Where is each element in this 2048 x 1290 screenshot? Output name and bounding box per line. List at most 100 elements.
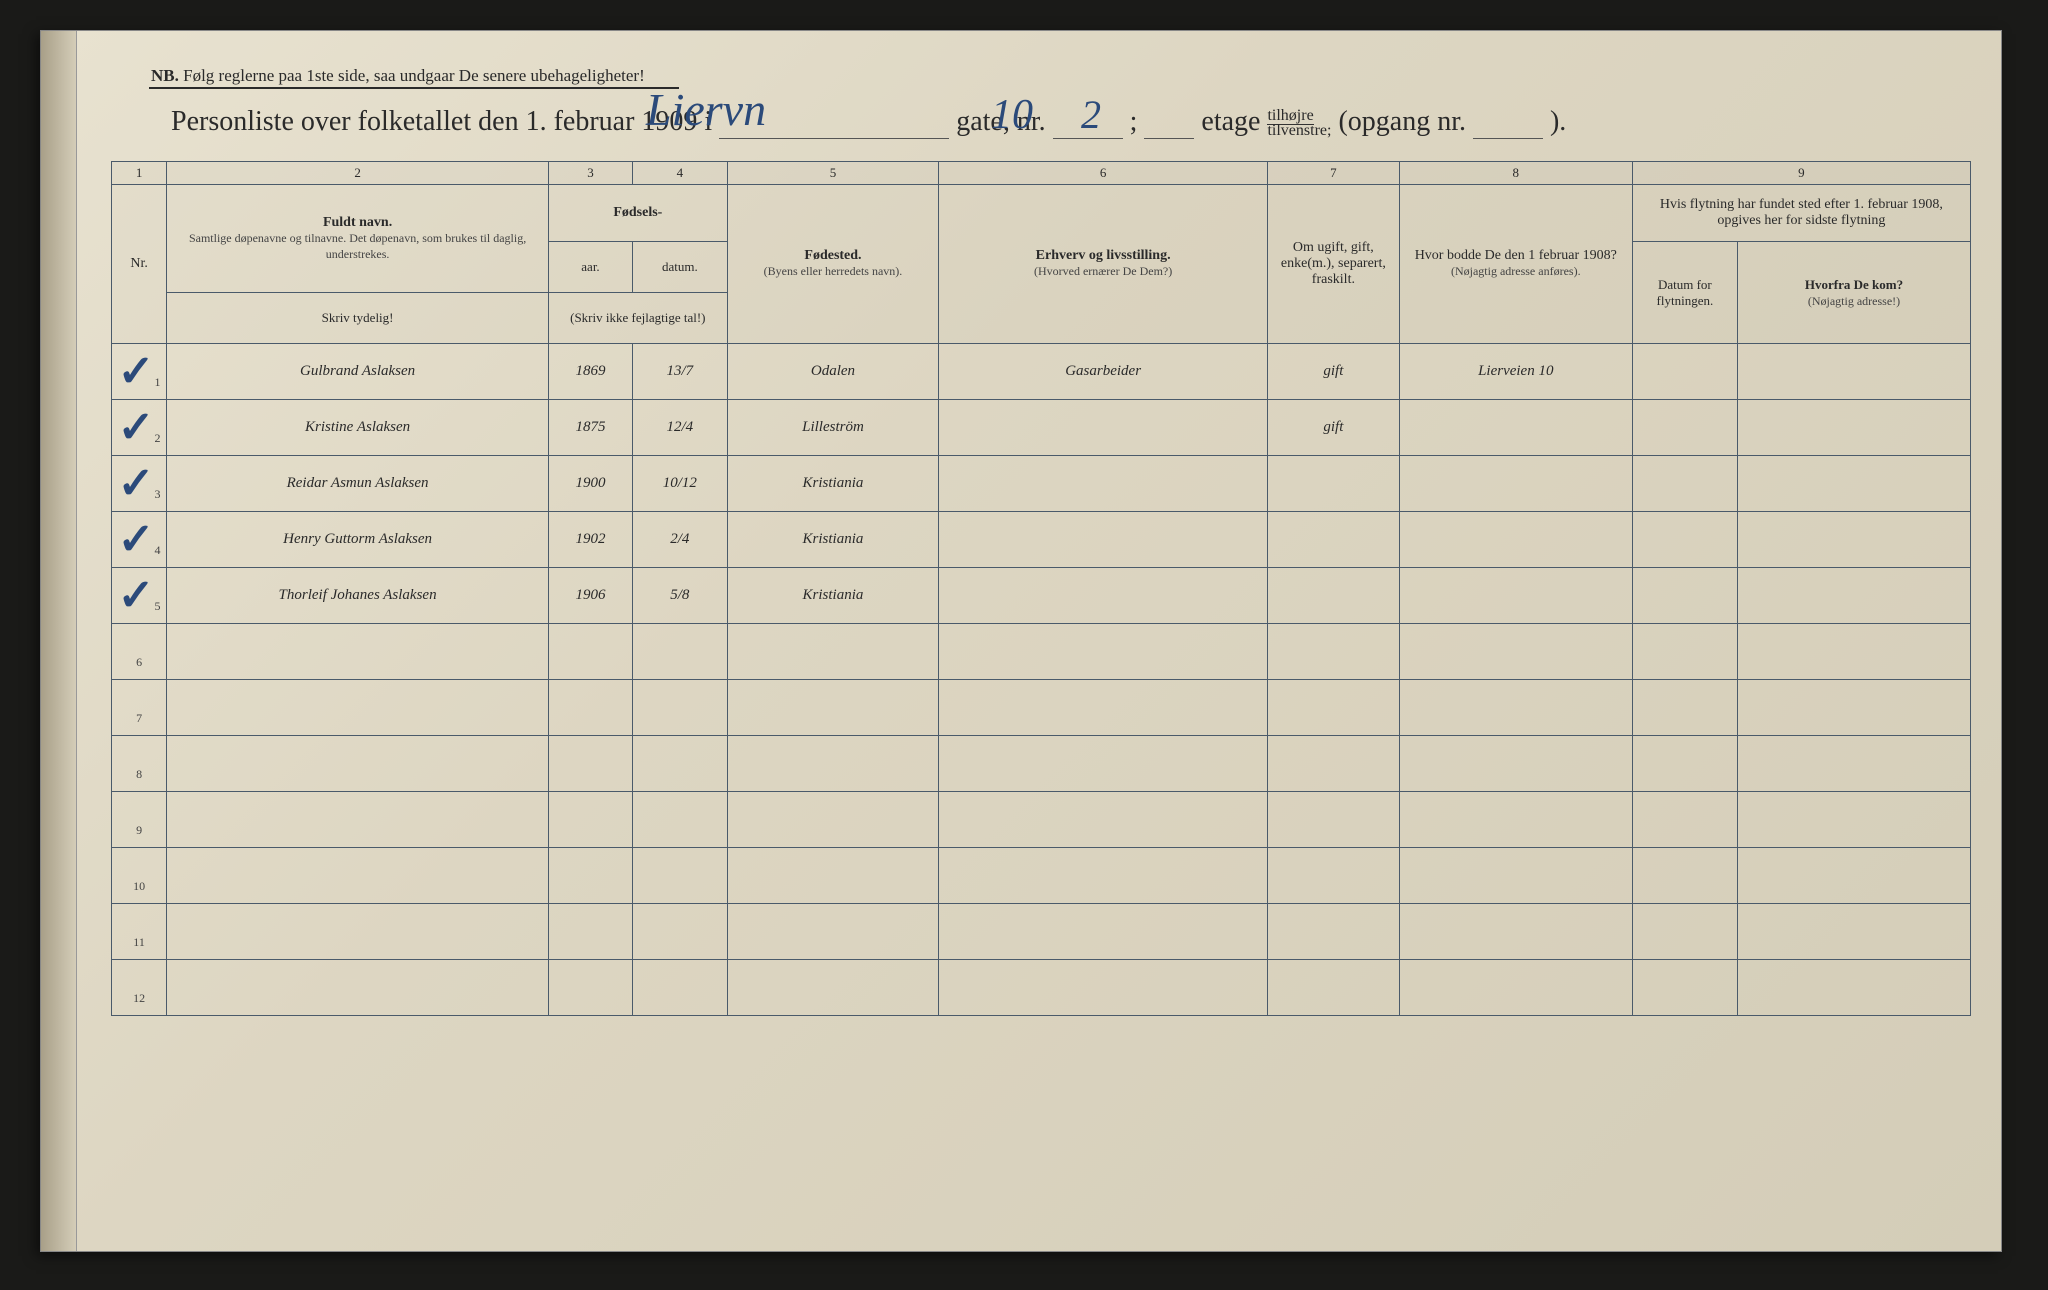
colnum-6: 6 — [939, 162, 1268, 185]
cell-date: 13/7 — [633, 344, 728, 400]
nb-text: Følg reglerne paa 1ste side, saa undgaar… — [183, 66, 645, 85]
opgang-label: (opgang nr. — [1338, 106, 1466, 137]
cell-place — [727, 960, 939, 1016]
table-row: ✓5Thorleif Johanes Aslaksen19065/8Kristi… — [112, 568, 1971, 624]
cell-prev-address — [1399, 792, 1632, 848]
cell-nr: ✓4 — [112, 512, 167, 568]
etage-label: etage — [1201, 106, 1260, 137]
cell-nr: 10 — [112, 848, 167, 904]
cell-movefrom — [1738, 848, 1971, 904]
cell-year: 1906 — [548, 568, 632, 624]
census-page: NB. Følg reglerne paa 1ste side, saa und… — [40, 30, 2002, 1252]
cell-name: Gulbrand Aslaksen — [167, 344, 549, 400]
hdr-aar: aar. — [548, 242, 632, 293]
opgang-blank — [1473, 106, 1543, 139]
table-row: ✓4Henry Guttorm Aslaksen19022/4Kristiani… — [112, 512, 1971, 568]
hdr-skriv-tydelig: Skriv tydelig! — [167, 293, 549, 344]
cell-movedate — [1632, 848, 1737, 904]
cell-marital: gift — [1267, 400, 1399, 456]
table-row: 12 — [112, 960, 1971, 1016]
cell-name — [167, 736, 549, 792]
cell-date — [633, 680, 728, 736]
cell-nr: ✓2 — [112, 400, 167, 456]
cell-occupation — [939, 736, 1268, 792]
cell-movefrom — [1738, 624, 1971, 680]
cell-occupation — [939, 624, 1268, 680]
colnum-2: 2 — [167, 162, 549, 185]
cell-prev-address — [1399, 456, 1632, 512]
cell-date — [633, 736, 728, 792]
cell-marital — [1267, 568, 1399, 624]
cell-year — [548, 848, 632, 904]
cell-prev-address: Lierveien 10 — [1399, 344, 1632, 400]
header-row-1: Nr. Fuldt navn. Samtlige døpenavne og ti… — [112, 185, 1971, 242]
cell-movefrom — [1738, 456, 1971, 512]
cell-place — [727, 848, 939, 904]
cell-place: Kristiania — [727, 512, 939, 568]
hdr-fodsels: Fødsels- — [548, 185, 727, 242]
cell-nr: 11 — [112, 904, 167, 960]
cell-occupation: Gasarbeider — [939, 344, 1268, 400]
hdr-flytning: Hvis flytning har fundet sted efter 1. f… — [1632, 185, 1970, 242]
cell-place — [727, 904, 939, 960]
cell-name — [167, 792, 549, 848]
colnum-5: 5 — [727, 162, 939, 185]
cell-occupation — [939, 848, 1268, 904]
cell-occupation — [939, 792, 1268, 848]
cell-date: 5/8 — [633, 568, 728, 624]
colnum-7: 7 — [1267, 162, 1399, 185]
street-handwritten: Liervn — [646, 83, 766, 136]
cell-prev-address — [1399, 960, 1632, 1016]
cell-date — [633, 848, 728, 904]
cell-movedate — [1632, 680, 1737, 736]
cell-movedate — [1632, 456, 1737, 512]
cell-movefrom — [1738, 400, 1971, 456]
hdr-ugift: Om ugift, gift, enke(m.), separert, fras… — [1267, 185, 1399, 344]
cell-date: 2/4 — [633, 512, 728, 568]
cell-place — [727, 680, 939, 736]
cell-name: Reidar Asmun Aslaksen — [167, 456, 549, 512]
cell-occupation — [939, 904, 1268, 960]
cell-year: 1902 — [548, 512, 632, 568]
cell-movefrom — [1738, 344, 1971, 400]
hdr-erhverv: Erhverv og livsstilling. (Hvorved ernære… — [939, 185, 1268, 344]
cell-date: 12/4 — [633, 400, 728, 456]
table-row: 10 — [112, 848, 1971, 904]
cell-occupation — [939, 960, 1268, 1016]
cell-movedate — [1632, 736, 1737, 792]
cell-year: 1875 — [548, 400, 632, 456]
cell-name: Kristine Aslaksen — [167, 400, 549, 456]
cell-name — [167, 624, 549, 680]
cell-marital — [1267, 680, 1399, 736]
cell-marital — [1267, 792, 1399, 848]
colnum-3: 3 — [548, 162, 632, 185]
cell-year — [548, 904, 632, 960]
table-row: ✓1Gulbrand Aslaksen186913/7OdalenGasarbe… — [112, 344, 1971, 400]
census-table: 1 2 3 4 5 6 7 8 9 Nr. Fuldt navn. Samtli… — [111, 161, 1971, 1016]
cell-marital — [1267, 512, 1399, 568]
cell-nr: 6 — [112, 624, 167, 680]
cell-movefrom — [1738, 792, 1971, 848]
hdr-prev: Hvor bodde De den 1 februar 1908? (Nøjag… — [1399, 185, 1632, 344]
cell-movefrom — [1738, 904, 1971, 960]
cell-nr: ✓1 — [112, 344, 167, 400]
cell-movefrom — [1738, 960, 1971, 1016]
cell-date — [633, 960, 728, 1016]
hdr-skriv-ikke: (Skriv ikke fejlagtige tal!) — [548, 293, 727, 344]
cell-marital — [1267, 904, 1399, 960]
cell-movefrom — [1738, 512, 1971, 568]
column-numbers-row: 1 2 3 4 5 6 7 8 9 — [112, 162, 1971, 185]
colnum-9: 9 — [1632, 162, 1970, 185]
cell-name: Henry Guttorm Aslaksen — [167, 512, 549, 568]
table-row: 11 — [112, 904, 1971, 960]
cell-movedate — [1632, 400, 1737, 456]
opgang-close: ). — [1550, 106, 1566, 137]
etage-blank — [1144, 106, 1194, 139]
cell-nr: 9 — [112, 792, 167, 848]
page-binding — [41, 31, 77, 1251]
cell-prev-address — [1399, 568, 1632, 624]
cell-movefrom — [1738, 568, 1971, 624]
tilhojre-venstre: tilhøjre tilvenstre; — [1267, 109, 1331, 138]
cell-movefrom — [1738, 680, 1971, 736]
cell-movedate — [1632, 792, 1737, 848]
